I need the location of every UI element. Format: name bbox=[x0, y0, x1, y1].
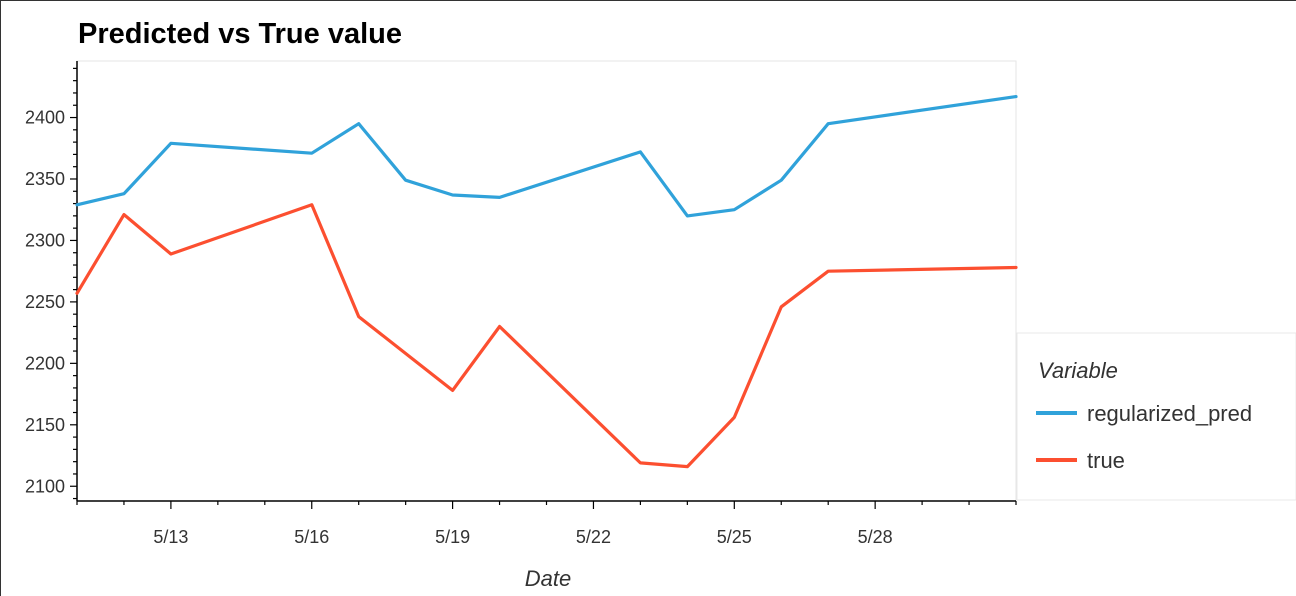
y-tick-label: 2350 bbox=[25, 169, 65, 189]
legend: Variable regularized_pred true bbox=[1016, 332, 1296, 501]
x-tick-label: 5/13 bbox=[153, 527, 188, 547]
y-tick-label: 2200 bbox=[25, 353, 65, 373]
series-line-regularized-pred bbox=[75, 94, 1018, 218]
legend-label-regularized-pred: regularized_pred bbox=[1087, 401, 1252, 426]
legend-box bbox=[1016, 332, 1296, 501]
series-line-true bbox=[75, 203, 1018, 469]
y-tick-label: 2100 bbox=[25, 476, 65, 496]
window-left-edge bbox=[0, 0, 1, 596]
x-tick-label: 5/22 bbox=[576, 527, 611, 547]
x-tick-label: 5/16 bbox=[294, 527, 329, 547]
legend-title: Variable bbox=[1038, 358, 1118, 383]
legend-label-true: true bbox=[1087, 448, 1125, 473]
window-top-edge bbox=[0, 0, 1296, 1]
plot-frame bbox=[76, 60, 1017, 502]
y-tick-label: 2150 bbox=[25, 415, 65, 435]
y-tick-label: 2400 bbox=[25, 108, 65, 128]
x-tick-label: 5/19 bbox=[435, 527, 470, 547]
series-layer bbox=[75, 94, 1018, 469]
y-tick-label: 2250 bbox=[25, 292, 65, 312]
x-tick-label: 5/28 bbox=[858, 527, 893, 547]
x-tick-label: 5/25 bbox=[717, 527, 752, 547]
x-axis: 5/13 5/16 5/19 5/22 5/25 5/28 bbox=[76, 500, 1017, 547]
chart-title: Predicted vs True value bbox=[78, 18, 402, 50]
y-axis: 2100 2150 2200 2250 2300 2350 2400 bbox=[25, 61, 78, 501]
y-tick-label: 2300 bbox=[25, 230, 65, 250]
x-axis-label: Date bbox=[525, 566, 571, 591]
